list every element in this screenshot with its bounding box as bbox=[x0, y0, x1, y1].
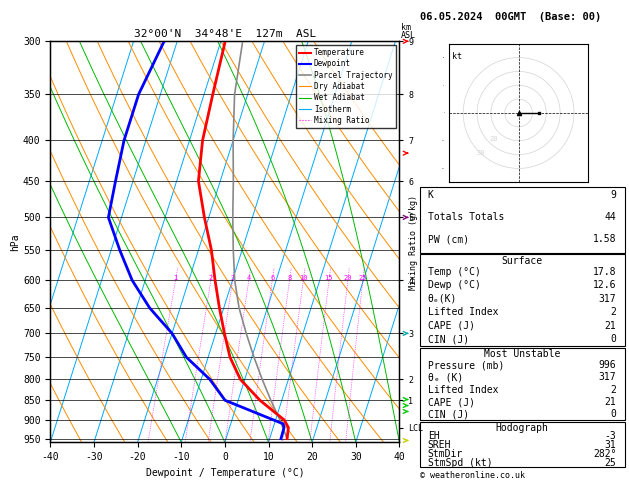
Text: Pressure (mb): Pressure (mb) bbox=[428, 360, 504, 370]
Text: 8: 8 bbox=[287, 276, 291, 281]
Text: 1.58: 1.58 bbox=[593, 234, 616, 244]
Text: CAPE (J): CAPE (J) bbox=[428, 397, 475, 407]
Text: 282°: 282° bbox=[593, 449, 616, 459]
Title: 32°00'N  34°48'E  127m  ASL: 32°00'N 34°48'E 127m ASL bbox=[134, 29, 316, 39]
Text: 06.05.2024  00GMT  (Base: 00): 06.05.2024 00GMT (Base: 00) bbox=[420, 12, 601, 22]
Text: 20: 20 bbox=[343, 276, 352, 281]
Text: kt: kt bbox=[452, 52, 462, 61]
Text: Lifted Index: Lifted Index bbox=[428, 385, 498, 395]
Text: 317: 317 bbox=[599, 372, 616, 382]
Text: Mixing Ratio (g/kg): Mixing Ratio (g/kg) bbox=[409, 195, 418, 291]
Text: K: K bbox=[428, 191, 433, 200]
Text: 15: 15 bbox=[325, 276, 333, 281]
Text: 2: 2 bbox=[611, 307, 616, 317]
Text: Temp (°C): Temp (°C) bbox=[428, 267, 481, 277]
Text: 21: 21 bbox=[604, 321, 616, 331]
Text: CIN (J): CIN (J) bbox=[428, 409, 469, 419]
Text: 0: 0 bbox=[611, 409, 616, 419]
Text: 2: 2 bbox=[209, 276, 213, 281]
Text: Hodograph: Hodograph bbox=[496, 423, 548, 433]
Text: 3: 3 bbox=[230, 276, 235, 281]
Text: Surface: Surface bbox=[501, 256, 543, 265]
Text: 10: 10 bbox=[299, 276, 308, 281]
Text: PW (cm): PW (cm) bbox=[428, 234, 469, 244]
Text: 4: 4 bbox=[247, 276, 251, 281]
Text: 21: 21 bbox=[604, 397, 616, 407]
Text: CAPE (J): CAPE (J) bbox=[428, 321, 475, 331]
Text: 6: 6 bbox=[270, 276, 274, 281]
Text: StmDir: StmDir bbox=[428, 449, 463, 459]
Text: 0: 0 bbox=[611, 334, 616, 344]
Text: Totals Totals: Totals Totals bbox=[428, 212, 504, 222]
Text: 44: 44 bbox=[604, 212, 616, 222]
Text: θₑ(K): θₑ(K) bbox=[428, 294, 457, 304]
Bar bbox=[420, 422, 625, 467]
Text: 2: 2 bbox=[611, 385, 616, 395]
Text: Most Unstable: Most Unstable bbox=[484, 349, 560, 359]
Text: 9: 9 bbox=[611, 191, 616, 200]
Text: km: km bbox=[401, 22, 411, 32]
Text: 12.6: 12.6 bbox=[593, 280, 616, 290]
Text: 996: 996 bbox=[599, 360, 616, 370]
Bar bbox=[420, 348, 625, 420]
Text: 17.8: 17.8 bbox=[593, 267, 616, 277]
Legend: Temperature, Dewpoint, Parcel Trajectory, Dry Adiabat, Wet Adiabat, Isotherm, Mi: Temperature, Dewpoint, Parcel Trajectory… bbox=[296, 45, 396, 128]
Y-axis label: hPa: hPa bbox=[10, 233, 20, 251]
Text: SREH: SREH bbox=[428, 440, 451, 450]
Text: 1: 1 bbox=[173, 276, 177, 281]
Text: EH: EH bbox=[428, 431, 440, 441]
Text: -3: -3 bbox=[604, 431, 616, 441]
Text: θₑ (K): θₑ (K) bbox=[428, 372, 463, 382]
Text: Lifted Index: Lifted Index bbox=[428, 307, 498, 317]
X-axis label: Dewpoint / Temperature (°C): Dewpoint / Temperature (°C) bbox=[145, 468, 304, 478]
Text: 25: 25 bbox=[359, 276, 367, 281]
Text: Dewp (°C): Dewp (°C) bbox=[428, 280, 481, 290]
Text: ASL: ASL bbox=[401, 31, 416, 40]
Text: CIN (J): CIN (J) bbox=[428, 334, 469, 344]
Text: 31: 31 bbox=[604, 440, 616, 450]
Text: © weatheronline.co.uk: © weatheronline.co.uk bbox=[420, 471, 525, 480]
Text: 20: 20 bbox=[489, 136, 498, 142]
Text: 317: 317 bbox=[599, 294, 616, 304]
Text: 30: 30 bbox=[477, 150, 486, 156]
Bar bbox=[420, 254, 625, 347]
Bar bbox=[420, 187, 625, 253]
Text: 25: 25 bbox=[604, 458, 616, 469]
Text: StmSpd (kt): StmSpd (kt) bbox=[428, 458, 493, 469]
